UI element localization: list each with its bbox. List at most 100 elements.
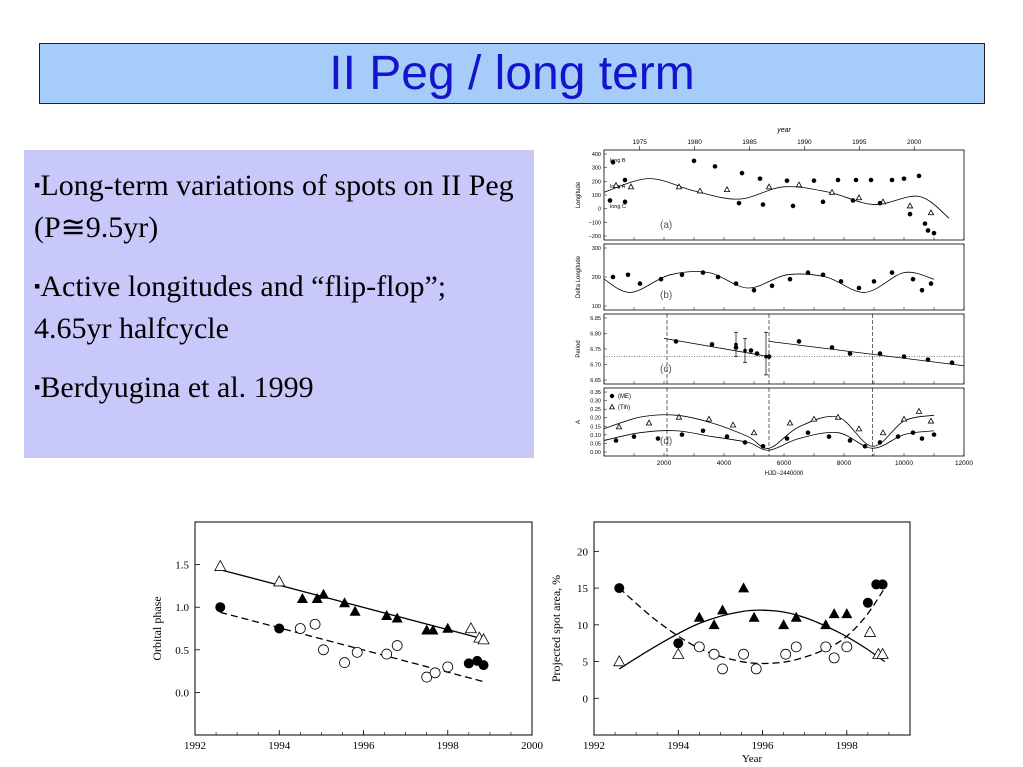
data-point-open-triangle — [927, 209, 935, 216]
y-tick-label: 1.5 — [175, 560, 189, 572]
bullet-text: Long-term variations of spots on II Peg … — [34, 169, 514, 244]
data-point-filled-circle — [847, 438, 853, 443]
data-point-open-circle — [841, 641, 853, 653]
x-tick-label: 1994 — [268, 740, 291, 752]
panel-label: (d) — [660, 436, 672, 447]
data-point-filled-circle — [877, 200, 883, 206]
bullet-marker: ▪ — [34, 377, 41, 397]
data-point-open-circle — [309, 618, 321, 630]
data-point-filled-circle — [700, 270, 706, 275]
data-point-filled-triangle — [349, 605, 361, 616]
data-point-filled-circle — [736, 200, 742, 206]
data-point-filled-circle — [691, 158, 697, 164]
bullet-item: ▪Active longitudes and “flip-flop”; 4.65… — [34, 265, 524, 350]
data-point-open-circle — [828, 652, 840, 664]
data-point-filled-circle — [790, 203, 796, 209]
data-point-filled-circle — [733, 345, 739, 350]
y-tick-label: 0.05 — [590, 441, 601, 447]
top-tick-label: 1975 — [632, 139, 647, 146]
y-tick-label: 0.20 — [590, 416, 601, 422]
y-tick-label: 5 — [583, 657, 589, 669]
data-point-open-circle — [421, 671, 433, 683]
data-point-filled-circle — [820, 199, 826, 205]
data-point-open-triangle — [464, 621, 478, 634]
data-point-open-circle — [750, 663, 762, 675]
x-tick-label: 1992 — [184, 740, 206, 752]
x-tick-label: 1996 — [752, 740, 775, 752]
plot-frame — [194, 521, 533, 736]
y-tick-label: 6.65 — [590, 378, 601, 384]
data-point-open-triangle — [786, 419, 794, 426]
y-tick-label: −200 — [589, 234, 601, 240]
data-point-open-circle — [351, 646, 363, 658]
y-axis-label: Orbital phase — [150, 596, 164, 660]
panel-0: 400 300 200 100 0 −100 −200 Longitude (a) long B l… — [576, 149, 965, 241]
data-point-filled-circle — [609, 393, 615, 399]
data-point-filled-triangle — [381, 610, 393, 620]
y-axis-label: Period — [576, 340, 582, 357]
data-point-filled-circle — [463, 658, 474, 669]
x-axis-label: HJD−2440000 — [765, 471, 804, 477]
data-point-filled-circle — [751, 287, 757, 293]
data-point-filled-triangle — [339, 597, 351, 608]
area-chart: 20 15 10 5 0 1992 1994 1996 1998 Projected spot a… — [549, 521, 911, 765]
y-tick-label: 0.15 — [590, 424, 601, 430]
data-point-filled-circle — [925, 228, 931, 233]
data-point-filled-circle — [862, 597, 873, 608]
data-point-filled-circle — [748, 348, 754, 353]
data-point-filled-circle — [637, 281, 643, 286]
row-label: long B — [610, 158, 626, 164]
data-point-open-triangle — [855, 425, 863, 432]
data-point-open-triangle — [608, 403, 616, 410]
data-point-filled-circle — [760, 443, 766, 449]
x-tick-label: 10000 — [895, 460, 913, 467]
data-point-filled-circle — [910, 430, 916, 435]
bullet-text: Active longitudes and “flip-flop”; 4.65y… — [34, 270, 447, 345]
data-point-filled-circle — [734, 342, 738, 347]
fit-line-solid — [618, 609, 886, 670]
y-tick-label: 200 — [592, 179, 601, 185]
data-point-filled-triangle — [828, 608, 840, 619]
data-point-filled-circle — [607, 198, 613, 203]
data-point-open-triangle — [675, 183, 683, 190]
panel-frame — [603, 313, 965, 385]
panel-3: 0.35 0.30 0.25 0.20 0.15 0.10 0.05 0.00 A (d) (ME)… — [576, 387, 965, 457]
data-point-filled-circle — [631, 434, 637, 439]
data-point-open-triangle — [915, 407, 923, 414]
data-point-open-triangle — [729, 421, 737, 428]
y-axis-label: Longitude — [576, 181, 582, 208]
data-point-open-triangle — [214, 559, 227, 571]
data-point-filled-circle — [610, 274, 616, 280]
data-point-filled-circle — [760, 202, 766, 207]
data-point-filled-triangle — [778, 619, 790, 630]
y-axis-label: Projected spot area, % — [549, 575, 563, 682]
data-point-open-triangle — [672, 647, 685, 659]
y-tick-label: 300 — [592, 246, 601, 252]
y-tick-label: 100 — [592, 304, 601, 310]
panel-frame — [603, 243, 965, 311]
data-point-filled-circle — [610, 159, 616, 165]
fit-curve — [603, 271, 935, 293]
y-tick-label: 0.25 — [590, 407, 601, 413]
x-tick-label: 1996 — [353, 740, 376, 752]
data-point-filled-circle — [673, 339, 679, 344]
data-point-filled-circle — [919, 287, 925, 293]
data-point-filled-circle — [916, 173, 922, 179]
y-tick-label: 0.35 — [590, 390, 601, 396]
plot-frame — [593, 521, 911, 736]
data-point-filled-triangle — [693, 611, 705, 622]
y-tick-label: 1.0 — [175, 602, 189, 614]
data-point-filled-circle — [673, 638, 684, 649]
data-point-filled-circle — [871, 279, 877, 284]
panel-frame — [603, 149, 965, 241]
data-point-filled-triangle — [708, 619, 720, 630]
fit-line-dashed — [618, 587, 886, 665]
data-point-open-triangle — [612, 181, 620, 188]
data-point-filled-circle — [787, 276, 793, 282]
data-point-open-triangle — [834, 413, 842, 420]
data-point-open-triangle — [696, 187, 704, 194]
data-point-filled-circle — [877, 440, 883, 445]
y-tick-label: 300 — [592, 166, 601, 172]
y-tick-label: 6.70 — [590, 363, 601, 369]
data-point-filled-circle — [862, 443, 868, 449]
